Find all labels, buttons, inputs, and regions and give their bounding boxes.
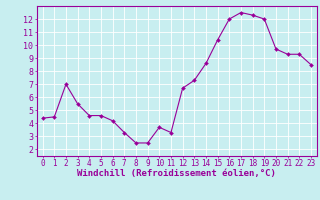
X-axis label: Windchill (Refroidissement éolien,°C): Windchill (Refroidissement éolien,°C) (77, 169, 276, 178)
